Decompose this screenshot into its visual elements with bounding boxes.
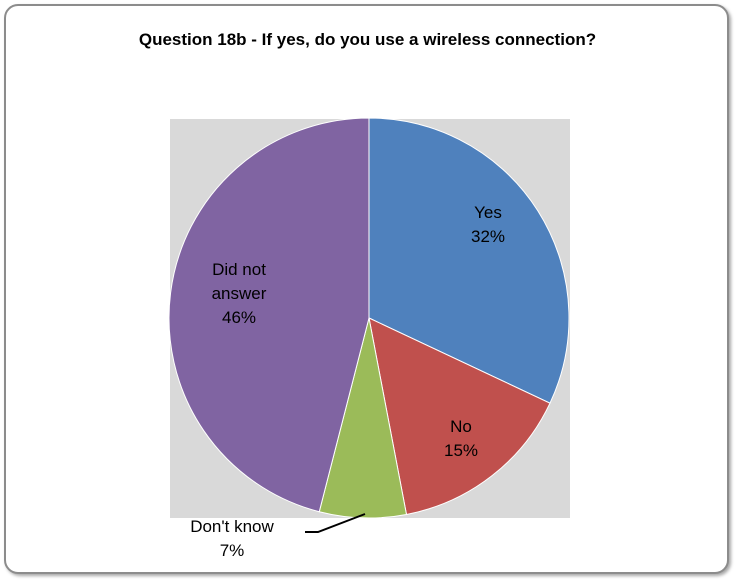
chart-title: Question 18b - If yes, do you use a wire… <box>138 30 597 49</box>
data-label-yes: Yes 32% <box>471 203 505 246</box>
leader-line <box>305 513 366 533</box>
pie-slice-no <box>368 317 551 516</box>
data-label-did-not-answer: Did not answer 46% <box>212 260 267 327</box>
pie-slice-did-not-answer <box>168 117 370 513</box>
data-label-no: No 15% <box>444 417 478 460</box>
pie-slice-yes <box>368 117 570 404</box>
data-label-don-t-know: Don't know 7% <box>190 517 274 560</box>
